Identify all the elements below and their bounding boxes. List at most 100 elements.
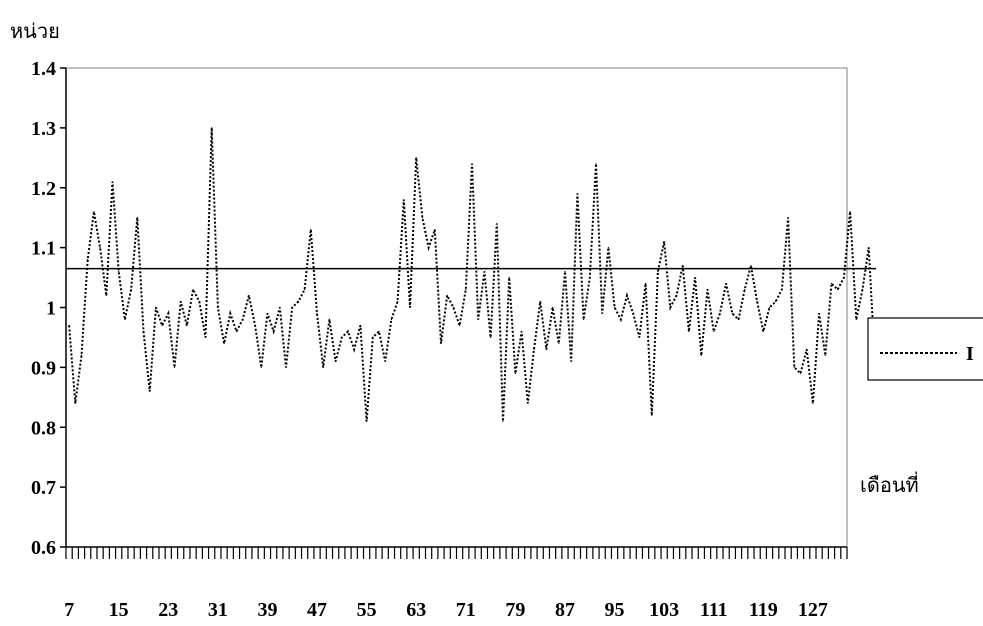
data-point: [359, 324, 361, 327]
data-point: [111, 181, 114, 183]
data-point: [812, 402, 814, 404]
data-point: [861, 288, 864, 291]
data-point: [737, 318, 740, 321]
data-point: [353, 348, 355, 350]
series-group: [68, 127, 876, 422]
data-point: [155, 306, 157, 309]
data-point: [459, 324, 461, 327]
data-point: [180, 300, 182, 303]
x-tick-label: 95: [605, 599, 625, 621]
y-tick-label: 0.7: [31, 477, 56, 499]
data-point: [124, 318, 126, 321]
data-point: [564, 271, 566, 273]
data-point: [490, 336, 492, 338]
data-point: [93, 211, 95, 213]
y-tick-label: 0.6: [31, 537, 56, 559]
data-point: [651, 414, 653, 416]
data-point: [750, 265, 752, 267]
y-tick-label: 0.8: [31, 417, 56, 439]
x-tick-label: 119: [749, 599, 778, 621]
data-point: [142, 330, 145, 332]
x-tick-label: 47: [307, 599, 327, 621]
data-point: [409, 306, 411, 309]
data-point: [855, 318, 857, 321]
data-point: [762, 330, 764, 332]
data-point: [366, 420, 368, 422]
data-point: [632, 312, 634, 315]
data-point: [669, 306, 671, 309]
data-point: [601, 312, 603, 315]
x-tick-label: 23: [158, 599, 178, 621]
data-point: [74, 402, 76, 404]
data-point: [775, 300, 777, 303]
data-point: [136, 217, 138, 219]
data-point: [502, 420, 504, 422]
data-point: [421, 217, 423, 219]
data-point: [837, 288, 839, 291]
data-point: [545, 348, 548, 350]
data-point: [434, 229, 436, 231]
data-point: [595, 163, 597, 165]
data-point: [341, 336, 343, 338]
data-point: [248, 294, 250, 297]
data-point: [477, 318, 479, 321]
data-point: [99, 247, 101, 249]
series-line: [68, 127, 876, 422]
data-point: [793, 366, 795, 368]
data-point: [558, 342, 560, 344]
data-point: [310, 229, 312, 231]
data-point: [322, 366, 324, 368]
data-point: [328, 318, 330, 321]
data-point: [533, 348, 535, 350]
data-point: [626, 294, 628, 297]
data-point: [471, 163, 473, 165]
data-point: [700, 354, 702, 356]
data-point: [552, 306, 554, 309]
data-point: [694, 277, 696, 279]
data-point: [403, 199, 405, 201]
x-tick-label: 111: [700, 599, 728, 621]
y-tick-label: 1.4: [31, 58, 56, 80]
data-point: [372, 336, 374, 338]
data-point: [713, 330, 715, 332]
data-point: [638, 336, 641, 338]
data-point: [614, 306, 616, 309]
data-point: [428, 247, 430, 249]
data-point: [514, 372, 517, 374]
x-axis: 7 15 23 31 39 47 55 63 71 79 87 95 103 111 119 127: [64, 546, 848, 621]
data-point: [316, 312, 318, 315]
legend-label: I: [966, 343, 974, 365]
data-point: [68, 324, 70, 327]
data-point: [756, 300, 758, 303]
legend: I: [867, 317, 983, 381]
y-tick-label: 1.3: [31, 118, 56, 140]
data-point: [384, 360, 386, 362]
data-point: [167, 312, 169, 315]
x-tick-label: 103: [649, 599, 679, 621]
data-point: [539, 300, 541, 303]
data-point: [645, 282, 647, 285]
data-point: [706, 288, 709, 291]
x-tick-label: 79: [505, 599, 525, 621]
data-point: [576, 193, 579, 195]
data-point: [254, 324, 256, 327]
plot-area: [65, 67, 848, 548]
data-point: [335, 360, 337, 362]
data-point: [223, 342, 225, 344]
data-point: [440, 342, 442, 344]
data-point: [849, 211, 851, 213]
data-point: [675, 294, 678, 297]
data-point: [192, 288, 194, 291]
data-point: [186, 324, 188, 327]
legend-box: [867, 317, 983, 381]
data-point: [105, 294, 107, 297]
y-tick-label: 1.2: [31, 178, 56, 200]
data-point: [744, 288, 746, 291]
data-point: [378, 330, 380, 332]
data-point: [242, 318, 244, 321]
y-tick-label: 1.1: [31, 238, 56, 260]
x-tick-label: 63: [406, 599, 426, 621]
data-point: [80, 354, 83, 356]
data-point: [830, 282, 833, 285]
